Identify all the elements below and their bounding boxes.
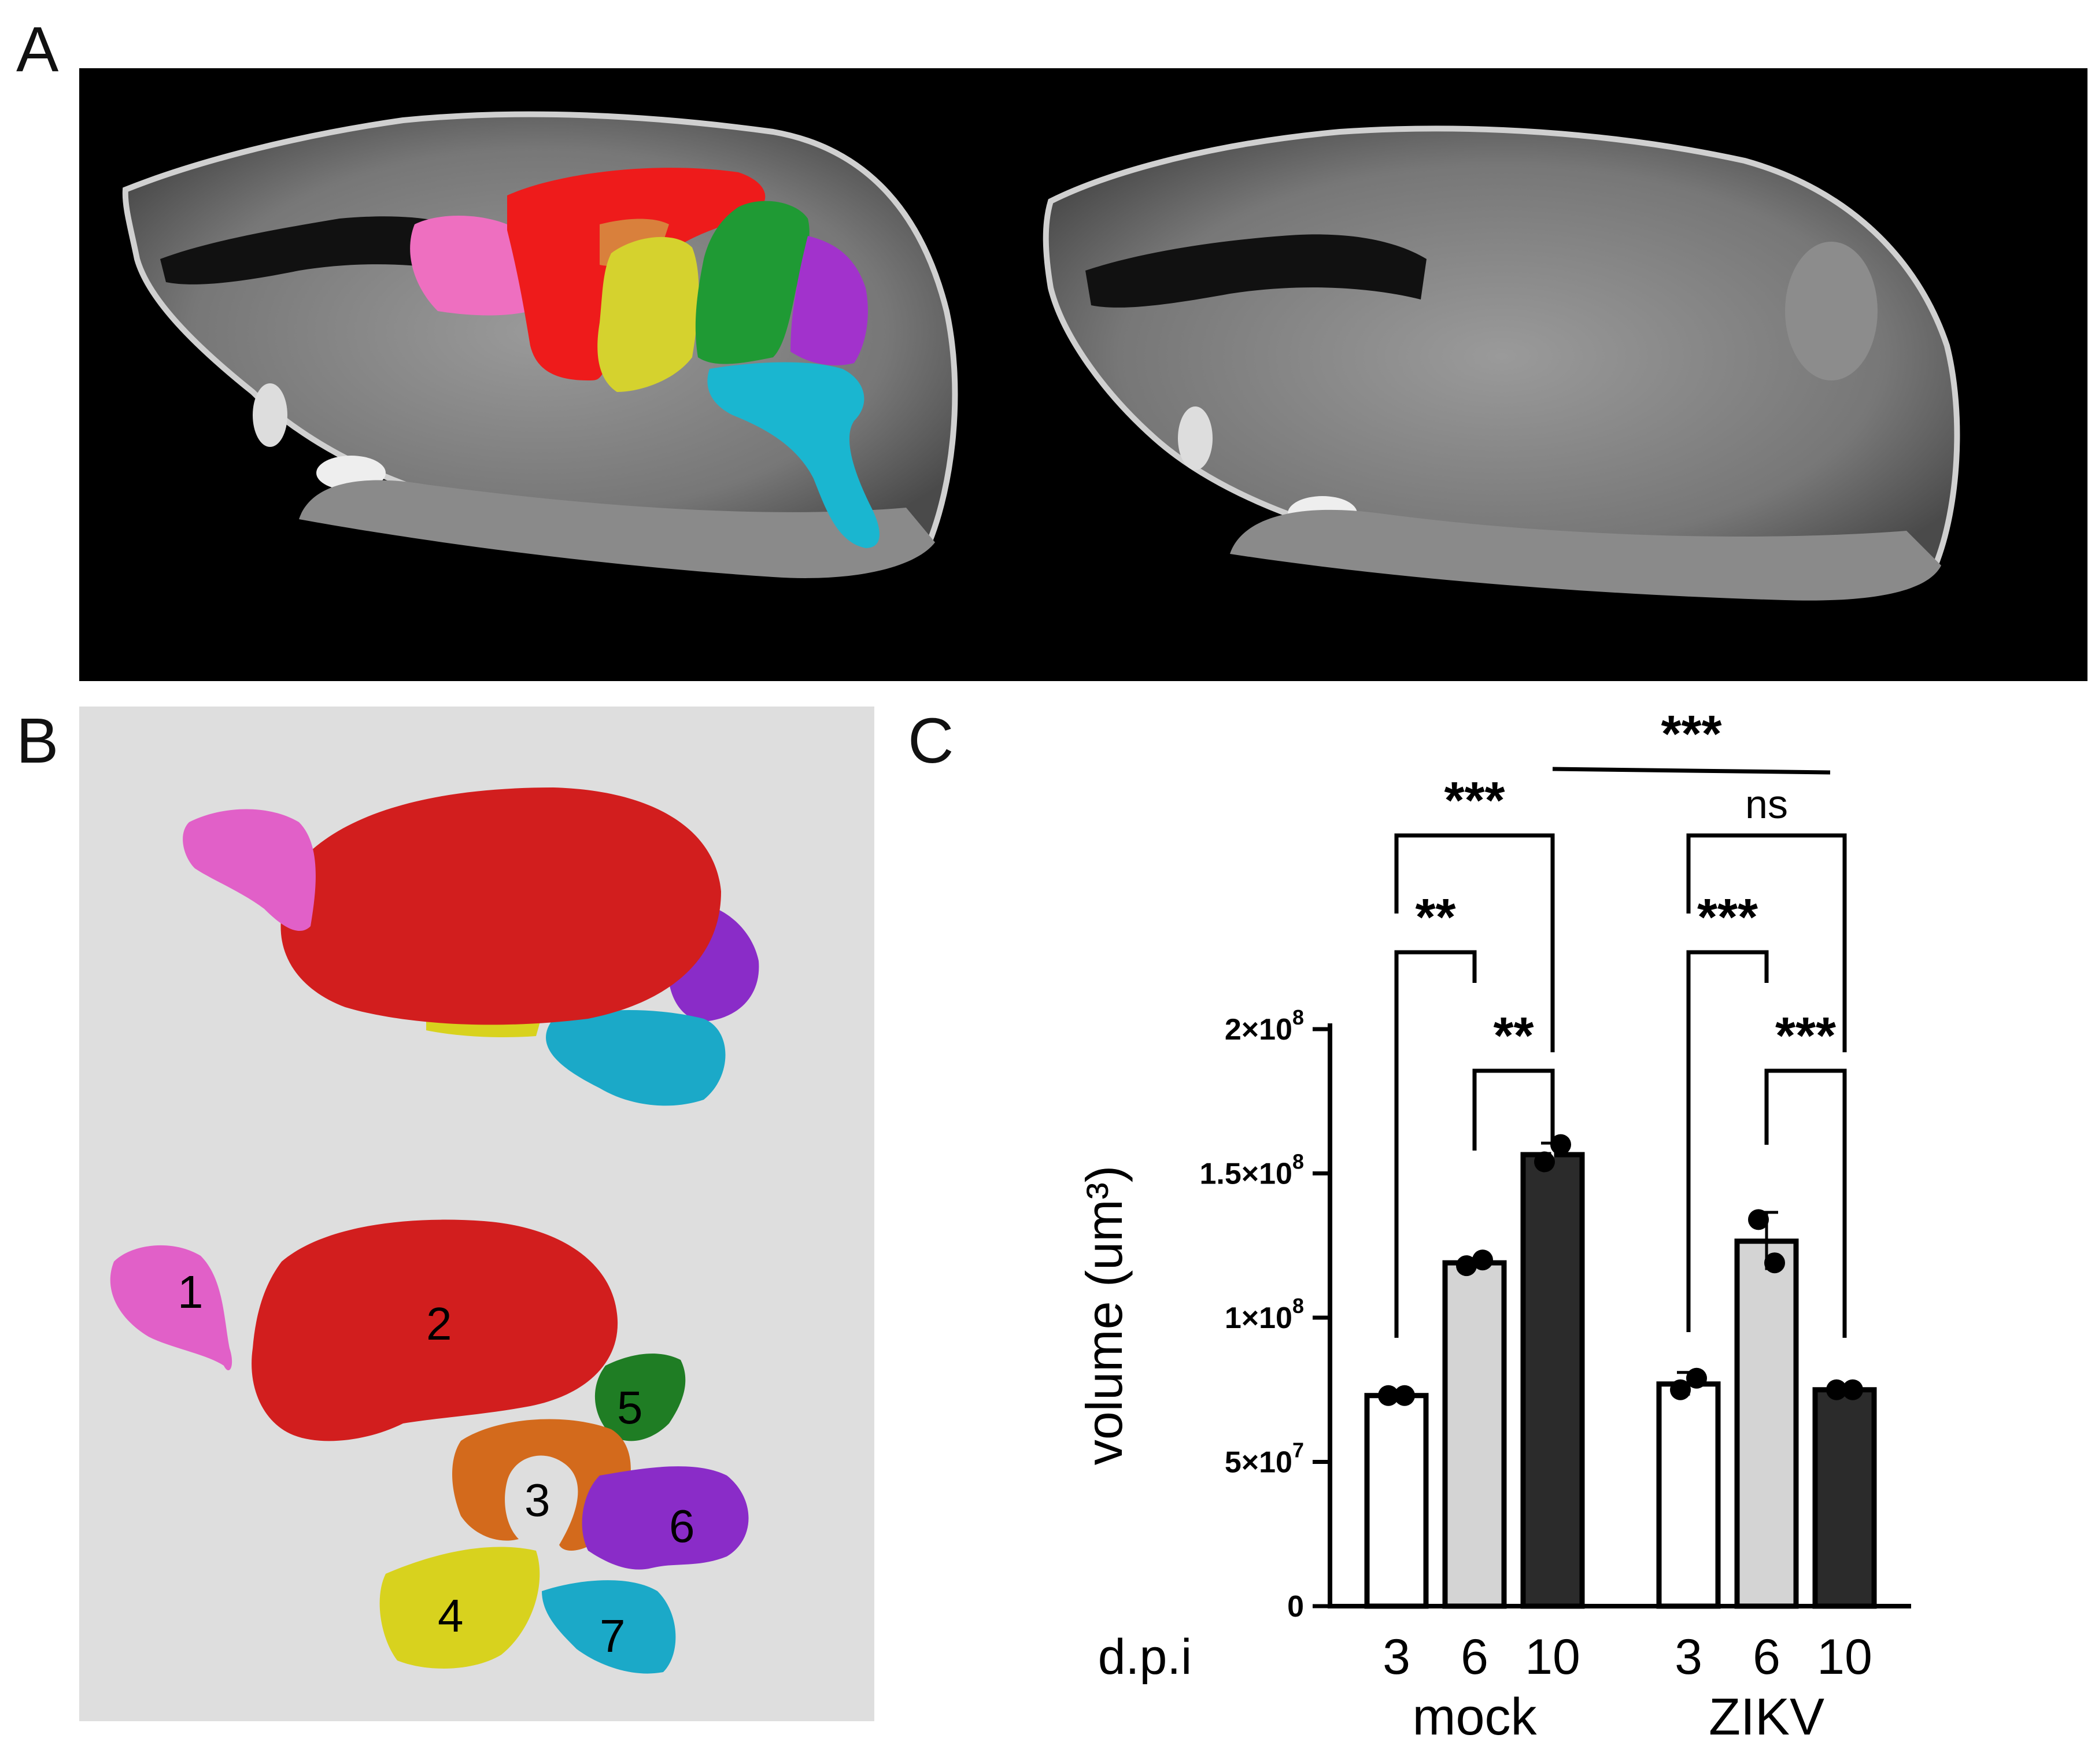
sig-between-groups-label: *** [1661, 705, 1721, 763]
data-point [1764, 1252, 1785, 1274]
region-1-model [110, 1245, 232, 1371]
region-7-model [542, 1580, 676, 1674]
mri-section-left [122, 111, 958, 578]
x-axis-title: d.p.i [1098, 1629, 1192, 1685]
bar-ZIKV-6 [1734, 1238, 1799, 1609]
data-point [1456, 1255, 1477, 1277]
brain-3d-models: 1 2 5 3 6 4 7 [110, 787, 759, 1674]
data-point [1378, 1385, 1399, 1406]
y-tick-label: 5×107 [1225, 1438, 1304, 1480]
y-tick-label: 0 [1287, 1590, 1304, 1624]
panel-letter-b: B [16, 705, 59, 776]
region-label-4: 4 [438, 1590, 464, 1641]
mri-section-right [1043, 125, 1960, 601]
bar-mock-6 [1442, 1260, 1507, 1609]
mri-region-purple [790, 236, 868, 365]
panel-letter-c: C [908, 705, 954, 776]
sig-zikv-3-6-label: *** [1697, 889, 1758, 946]
sig-mock-3-6-label: ** [1415, 889, 1455, 946]
x-tick-label: 3 [1383, 1629, 1410, 1685]
mri-left-eye [253, 383, 287, 447]
panel-b-3d-render: 1 2 5 3 6 4 7 [79, 707, 874, 1721]
mri-sections [122, 111, 1960, 601]
region-label-3: 3 [524, 1474, 550, 1526]
data-point [1748, 1209, 1769, 1230]
region-6-model [582, 1466, 749, 1570]
assembled-region-1 [183, 809, 316, 931]
sig-between-groups-line [1552, 767, 1831, 775]
bar-mock-10 [1520, 1152, 1585, 1609]
data-point [1826, 1379, 1847, 1400]
y-tick-label: 1×108 [1225, 1294, 1304, 1335]
sig-mock-6-10-line [1472, 1068, 1555, 1151]
sig-mock-3-10-label: *** [1444, 772, 1505, 830]
panel-letter-a: A [16, 14, 59, 85]
group-label-ZIKV: ZIKV [1709, 1688, 1824, 1746]
mri-right-nasal-cavity [1085, 234, 1427, 308]
x-tick-label: 10 [1525, 1629, 1580, 1685]
region-4-model [379, 1547, 540, 1669]
data-point [1686, 1367, 1707, 1389]
mri-right-cerebellum [1785, 242, 1878, 380]
group-label-mock: mock [1412, 1688, 1537, 1746]
region-label-5: 5 [617, 1382, 643, 1433]
mri-region-yellow [597, 236, 699, 392]
bars [1364, 1134, 1877, 1609]
mri-region-pink [410, 216, 533, 316]
sig-mock-3-10-line [1394, 833, 1555, 1052]
y-tick-label: 1.5×108 [1199, 1150, 1304, 1191]
mri-region-cyan [707, 362, 880, 548]
significance-brackets: *************ns*** [1394, 705, 1847, 1338]
region-label-7: 7 [600, 1610, 626, 1662]
region-label-2: 2 [426, 1298, 452, 1349]
x-tick-label: 10 [1817, 1629, 1872, 1685]
mri-right-eye [1178, 406, 1213, 470]
exploded-brain-model: 1 2 5 3 6 4 7 [110, 1219, 749, 1674]
sig-zikv-3-10-label: ns [1745, 782, 1788, 827]
bar-ZIKV-3 [1656, 1381, 1721, 1609]
region-5-model [594, 1353, 686, 1441]
region-2-model [252, 1219, 618, 1441]
mri-left-nasal-cavity [160, 216, 484, 284]
panel-c-bar-chart: volume (um³) 0 5×107 1×108 1.5×108 2×108 ** *… [902, 694, 2076, 1746]
assembled-brain-model [183, 787, 759, 1106]
sig-zikv-3-6-line [1686, 950, 1769, 1332]
data-point [1472, 1249, 1493, 1271]
data-point [1670, 1379, 1691, 1400]
x-tick-label: 3 [1675, 1629, 1702, 1685]
mri-region-green [695, 201, 810, 364]
panel-a-mri-images [79, 68, 2087, 681]
mri-right-jaw [1230, 509, 1941, 601]
sig-zikv-3-10-line [1686, 833, 1847, 1052]
mri-left-jaw [299, 480, 935, 578]
x-tick-label: 6 [1753, 1629, 1780, 1685]
bar-ZIKV-10 [1812, 1387, 1877, 1609]
assembled-region-2 [280, 787, 721, 1025]
data-point [1534, 1151, 1555, 1173]
y-tick-label: 2×108 [1225, 1005, 1304, 1046]
data-point [1842, 1379, 1863, 1400]
region-label-1: 1 [178, 1266, 204, 1318]
region-label-6: 6 [669, 1500, 695, 1552]
data-point [1394, 1385, 1415, 1406]
bar-mock-3 [1364, 1393, 1429, 1609]
y-axis-label: volume (um³) [1076, 1166, 1133, 1465]
x-tick-label: 6 [1461, 1629, 1488, 1685]
sig-mock-3-6-line [1394, 950, 1477, 1338]
sig-mock-6-10-label: ** [1493, 1007, 1534, 1065]
data-point [1550, 1134, 1571, 1155]
sig-zikv-6-10-label: *** [1775, 1007, 1836, 1065]
sig-zikv-6-10-line [1764, 1068, 1847, 1338]
assembled-region-7 [546, 1010, 726, 1106]
